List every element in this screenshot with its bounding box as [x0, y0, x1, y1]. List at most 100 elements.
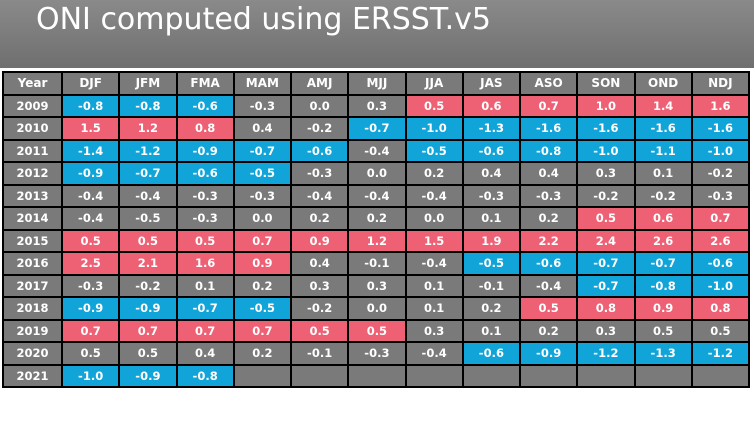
- oni-value-cell: 0.8: [576, 296, 636, 321]
- season-header: AMJ: [289, 71, 350, 96]
- oni-value-cell: 0.3: [404, 318, 464, 343]
- oni-value-cell: 2.6: [690, 228, 751, 253]
- oni-value-cell: -1.2: [576, 341, 636, 366]
- oni-value-cell: 2.5: [60, 251, 121, 276]
- oni-value-cell: 0.6: [461, 93, 522, 118]
- oni-value-cell: 0.1: [633, 161, 693, 186]
- oni-value-cell: 0.7: [175, 318, 235, 343]
- oni-value-cell: 0.5: [175, 228, 235, 253]
- oni-value-cell: [232, 363, 293, 388]
- oni-value-cell: -0.2: [289, 296, 350, 321]
- year-cell: 2015: [2, 228, 63, 253]
- oni-value-cell: 0.8: [175, 116, 235, 141]
- oni-value-cell: 1.5: [60, 116, 121, 141]
- oni-value-cell: 0.2: [232, 341, 293, 366]
- oni-value-cell: [461, 363, 522, 388]
- header-row: Year DJF JFM FMA MAM AMJ MJJ JJA JAS ASO…: [2, 71, 751, 96]
- oni-value-cell: 0.1: [404, 296, 464, 321]
- oni-value-cell: -0.5: [404, 138, 464, 163]
- oni-value-cell: -0.3: [347, 341, 407, 366]
- oni-value-cell: 0.2: [461, 296, 522, 321]
- oni-value-cell: 0.4: [461, 161, 522, 186]
- oni-value-cell: -1.0: [690, 138, 751, 163]
- table-row: 2013 -0.4 -0.4 -0.3 -0.3 -0.4 -0.4 -0.4 -0.3 -0.3…: [2, 183, 751, 208]
- oni-value-cell: -0.4: [347, 138, 407, 163]
- oni-value-cell: -0.6: [175, 93, 235, 118]
- oni-value-cell: -1.2: [690, 341, 751, 366]
- oni-value-cell: [404, 363, 464, 388]
- oni-value-cell: -0.5: [118, 206, 178, 231]
- season-header: OND: [633, 71, 693, 96]
- oni-value-cell: 0.5: [60, 228, 121, 253]
- table-row: 2009 -0.8 -0.8 -0.6 -0.3 0.0 0.3 0.5 0.6 0.7 1.0 1.…: [2, 93, 751, 118]
- oni-value-cell: 0.3: [347, 273, 407, 298]
- oni-value-cell: 0.2: [289, 206, 350, 231]
- oni-value-cell: 0.9: [289, 228, 350, 253]
- oni-value-cell: 0.4: [232, 116, 293, 141]
- oni-value-cell: -0.4: [60, 183, 121, 208]
- oni-value-cell: -0.7: [576, 251, 636, 276]
- oni-value-cell: [690, 363, 751, 388]
- oni-value-cell: -0.5: [232, 161, 293, 186]
- season-header: FMA: [175, 71, 235, 96]
- year-cell: 2013: [2, 183, 63, 208]
- oni-value-cell: -0.2: [289, 116, 350, 141]
- oni-value-cell: 0.2: [518, 318, 579, 343]
- season-header: DJF: [60, 71, 121, 96]
- oni-value-cell: -0.7: [633, 251, 693, 276]
- oni-value-cell: -1.4: [60, 138, 121, 163]
- year-cell: 2010: [2, 116, 63, 141]
- season-header: SON: [576, 71, 636, 96]
- oni-value-cell: -0.7: [118, 161, 178, 186]
- oni-value-cell: 0.7: [118, 318, 178, 343]
- oni-value-cell: 0.7: [690, 206, 751, 231]
- oni-value-cell: -0.9: [518, 341, 579, 366]
- oni-value-cell: -0.8: [60, 93, 121, 118]
- year-cell: 2019: [2, 318, 63, 343]
- oni-value-cell: [347, 363, 407, 388]
- oni-value-cell: 0.2: [518, 206, 579, 231]
- oni-value-cell: 0.7: [232, 228, 293, 253]
- oni-value-cell: -0.4: [518, 273, 579, 298]
- table-row: 2015 0.5 0.5 0.5 0.7 0.9 1.2 1.5 1.9 2.2 2.4 2.6 2.6: [2, 228, 751, 253]
- oni-value-cell: -0.8: [175, 363, 235, 388]
- oni-value-cell: 1.4: [633, 93, 693, 118]
- year-cell: 2012: [2, 161, 63, 186]
- oni-value-cell: -0.4: [347, 183, 407, 208]
- year-cell: 2017: [2, 273, 63, 298]
- oni-value-cell: 0.0: [347, 296, 407, 321]
- oni-value-cell: 0.4: [175, 341, 235, 366]
- oni-value-cell: -0.3: [289, 161, 350, 186]
- oni-value-cell: -0.4: [60, 206, 121, 231]
- oni-value-cell: -0.3: [461, 183, 522, 208]
- oni-value-cell: 0.0: [347, 161, 407, 186]
- oni-value-cell: -0.6: [690, 251, 751, 276]
- oni-value-cell: 0.2: [232, 273, 293, 298]
- oni-value-cell: 2.4: [576, 228, 636, 253]
- table-row: 2018 -0.9 -0.9 -0.7 -0.5 -0.2 0.0 0.1 0.2 0.5 0.8 0…: [2, 296, 751, 321]
- oni-value-cell: -1.1: [633, 138, 693, 163]
- oni-value-cell: 0.1: [404, 273, 464, 298]
- year-cell: 2009: [2, 93, 63, 118]
- oni-value-cell: 0.4: [289, 251, 350, 276]
- oni-value-cell: 0.2: [404, 161, 464, 186]
- oni-value-cell: -0.2: [576, 183, 636, 208]
- oni-value-cell: -0.3: [690, 183, 751, 208]
- oni-value-cell: -1.6: [576, 116, 636, 141]
- oni-value-cell: 0.3: [289, 273, 350, 298]
- oni-value-cell: -0.3: [232, 183, 293, 208]
- oni-value-cell: -0.9: [175, 138, 235, 163]
- oni-value-cell: -0.4: [404, 341, 464, 366]
- oni-value-cell: 0.2: [347, 206, 407, 231]
- oni-value-cell: 0.6: [633, 206, 693, 231]
- oni-value-cell: 0.0: [404, 206, 464, 231]
- oni-value-cell: 0.9: [633, 296, 693, 321]
- oni-value-cell: 0.0: [289, 93, 350, 118]
- season-header: JJA: [404, 71, 464, 96]
- oni-value-cell: -1.3: [633, 341, 693, 366]
- table-row: 2017 -0.3 -0.2 0.1 0.2 0.3 0.3 0.1 -0.1 -0.4 -0.7-…: [2, 273, 751, 298]
- oni-value-cell: -0.8: [518, 138, 579, 163]
- oni-value-cell: -0.7: [576, 273, 636, 298]
- oni-value-cell: -1.6: [518, 116, 579, 141]
- oni-value-cell: -0.4: [404, 183, 464, 208]
